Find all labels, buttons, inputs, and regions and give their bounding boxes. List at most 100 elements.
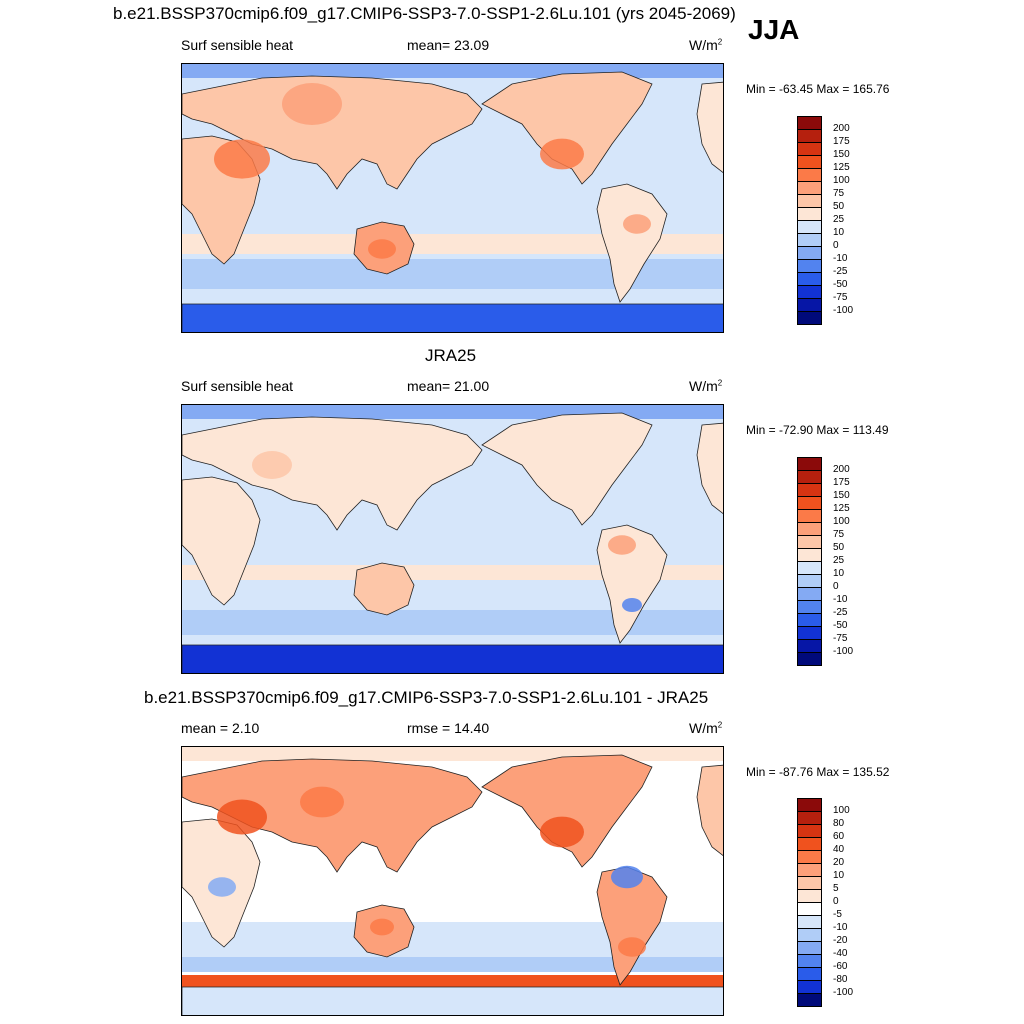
colorbar-tick-label: -75: [833, 292, 848, 303]
colorbar-swatch: [797, 652, 822, 666]
colorbar-tick-label: 0: [833, 581, 839, 592]
colorbar-tick-label: 175: [833, 477, 850, 488]
colorbar-tick-label: 200: [833, 123, 850, 134]
contour-region: [300, 786, 344, 818]
continent-australia: [353, 562, 415, 616]
colorbar-swatch: [797, 954, 822, 968]
continent-europe_r: [696, 764, 723, 856]
panel3-minmax: Min = -87.76 Max = 135.52: [746, 765, 890, 779]
continent-samerica: [596, 183, 668, 303]
continent-samerica: [596, 524, 668, 644]
continent-europe_r: [696, 422, 723, 514]
colorbar-tick-label: 80: [833, 818, 845, 829]
colorbar-swatch: [797, 863, 822, 877]
colorbar-swatch: [797, 168, 822, 182]
colorbar-tick-label: 25: [833, 555, 845, 566]
colorbar-tick-label: 175: [833, 136, 850, 147]
colorbar-swatch: [797, 811, 822, 825]
panel2-units-label: W/m2: [689, 378, 723, 394]
contour-region: [368, 239, 396, 259]
colorbar-swatch: [797, 574, 822, 588]
colorbar-swatch: [797, 915, 822, 929]
colorbar-tick-label: -80: [833, 974, 848, 985]
colorbar-swatch: [797, 626, 822, 640]
colorbar-tick-label: 75: [833, 529, 845, 540]
colorbar-swatch: [797, 613, 822, 627]
colorbar-swatch: [797, 600, 822, 614]
colorbar-tick-label: -10: [833, 922, 848, 933]
colorbar-tick-label: -60: [833, 961, 848, 972]
contour-region: [217, 799, 267, 835]
colorbar-swatch: [797, 967, 822, 981]
continent-samerica: [596, 866, 668, 986]
colorbar-swatch: [797, 535, 822, 549]
panel1-title: b.e21.BSSP370cmip6.f09_g17.CMIP6-SSP3-7.…: [113, 4, 736, 23]
latitude-band: [182, 957, 723, 972]
colorbar-swatch: [797, 509, 822, 523]
colorbar-tick-label: 100: [833, 805, 850, 816]
continent-antarctica: [182, 986, 723, 1015]
panel3-title: b.e21.BSSP370cmip6.f09_g17.CMIP6-SSP3-7.…: [144, 688, 709, 707]
panel2-title: JRA25: [425, 346, 477, 365]
latitude-band: [182, 234, 723, 254]
panel1-minmax: Min = -63.45 Max = 165.76: [746, 82, 890, 96]
contour-region: [623, 214, 651, 234]
contour-region: [540, 816, 584, 848]
contour-region: [608, 535, 636, 555]
colorbar-swatch: [797, 259, 822, 273]
colorbar-swatch: [797, 639, 822, 653]
colorbar-tick-label: -100: [833, 305, 854, 316]
panel2-mean-label: mean= 21.00: [407, 378, 490, 394]
contour-region: [370, 918, 394, 936]
panel1-colorbar: [797, 116, 822, 325]
colorbar-tick-label: 50: [833, 542, 845, 553]
panel1-variable-label: Surf sensible heat: [181, 37, 294, 53]
contour-region: [214, 139, 270, 179]
continent-eurasia: [182, 416, 483, 531]
colorbar-tick-label: -25: [833, 266, 848, 277]
contour-region: [611, 865, 643, 889]
colorbar-tick-label: 20: [833, 857, 845, 868]
colorbar-tick-label: 100: [833, 516, 850, 527]
continent-antarctica: [182, 303, 723, 332]
colorbar-swatch: [797, 194, 822, 208]
colorbar-swatch: [797, 116, 822, 130]
colorbar-tick-label: -75: [833, 633, 848, 644]
arctic-band: [182, 405, 723, 419]
colorbar-tick-label: 125: [833, 162, 850, 173]
colorbar-swatch: [797, 522, 822, 536]
colorbar-tick-label: 125: [833, 503, 850, 514]
colorbar-tick-label: 25: [833, 214, 845, 225]
colorbar-swatch: [797, 496, 822, 510]
contour-region: [618, 937, 646, 957]
colorbar-swatch: [797, 993, 822, 1007]
colorbar-swatch: [797, 548, 822, 562]
colorbar-tick-label: -10: [833, 253, 848, 264]
colorbar-swatch: [797, 980, 822, 994]
colorbar-swatch: [797, 561, 822, 575]
colorbar-swatch: [797, 850, 822, 864]
continent-namerica: [481, 754, 653, 868]
panel3-rmse-label: rmse = 14.40: [407, 720, 490, 736]
panel2-variable-label: Surf sensible heat: [181, 378, 294, 394]
latitude-band: [182, 610, 723, 635]
colorbar-tick-label: 10: [833, 870, 845, 881]
colorbar-tick-label: -25: [833, 607, 848, 618]
colorbar-tick-label: 150: [833, 490, 850, 501]
colorbar-tick-label: -100: [833, 646, 854, 657]
colorbar-swatch: [797, 246, 822, 260]
colorbar-swatch: [797, 824, 822, 838]
contour-region: [208, 877, 236, 897]
panel2-minmax: Min = -72.90 Max = 113.49: [746, 423, 889, 437]
colorbar-swatch: [797, 470, 822, 484]
colorbar-tick-label: -5: [833, 909, 842, 920]
panel1-mean-label: mean= 23.09: [407, 37, 490, 53]
colorbar-swatch: [797, 837, 822, 851]
colorbar-tick-label: 200: [833, 464, 850, 475]
colorbar-swatch: [797, 129, 822, 143]
colorbar-swatch: [797, 155, 822, 169]
colorbar-swatch: [797, 181, 822, 195]
colorbar-tick-label: 0: [833, 240, 839, 251]
arctic-band: [182, 747, 723, 761]
colorbar-tick-label: 60: [833, 831, 845, 842]
